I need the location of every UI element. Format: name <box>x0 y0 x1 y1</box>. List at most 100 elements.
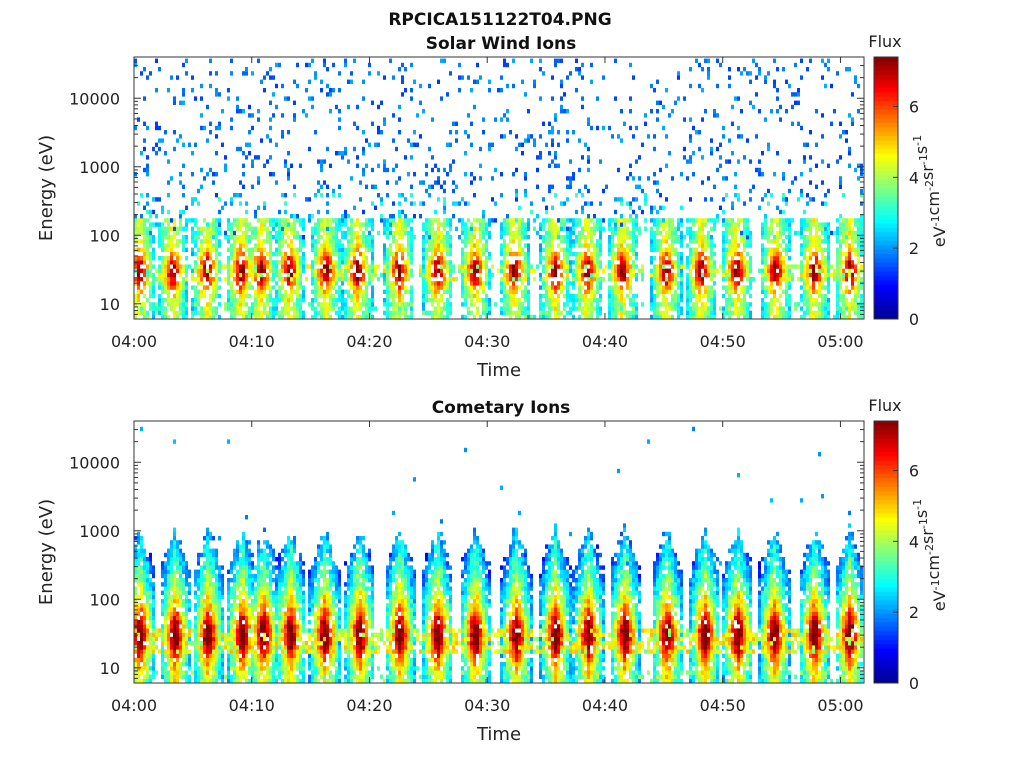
heatmap-cell <box>578 67 581 72</box>
heatmap-cell <box>344 272 347 278</box>
heatmap-cell <box>587 121 590 126</box>
heatmap-cell <box>365 289 368 294</box>
heatmap-cell <box>329 289 332 294</box>
heatmap-cell <box>584 264 587 269</box>
heatmap-cell <box>626 256 629 261</box>
heatmap-cell <box>404 302 407 307</box>
heatmap-cell <box>725 218 728 223</box>
heatmap-cell <box>848 289 851 294</box>
heatmap-cell <box>398 218 401 223</box>
heatmap-cell <box>560 272 563 278</box>
heatmap-cell <box>461 230 464 236</box>
heatmap-cell <box>851 264 854 269</box>
heatmap-cell <box>563 264 566 269</box>
heatmap-cell <box>794 100 797 105</box>
heatmap-cell <box>557 314 560 320</box>
heatmap-cell <box>659 285 662 290</box>
heatmap-cell <box>392 285 395 290</box>
heatmap-cell <box>275 142 278 147</box>
heatmap-cell <box>809 293 812 299</box>
heatmap-cell <box>425 272 428 278</box>
heatmap-cell <box>506 260 509 265</box>
heatmap-cell <box>782 193 785 198</box>
heatmap-cell <box>554 298 557 303</box>
heatmap-cell <box>665 289 668 294</box>
heatmap-cell <box>758 159 761 164</box>
heatmap-cell <box>152 272 155 278</box>
heatmap-cell <box>839 247 842 252</box>
heatmap-cell <box>209 58 212 63</box>
heatmap-cell <box>512 310 515 315</box>
heatmap-cell <box>257 180 260 185</box>
heatmap-cell <box>584 281 587 286</box>
heatmap-cell <box>155 88 158 93</box>
heatmap-cell <box>788 281 791 286</box>
heatmap-cell <box>296 264 299 269</box>
heatmap-cell <box>845 277 848 282</box>
heatmap-cell <box>362 289 365 294</box>
heatmap-cell <box>533 218 536 223</box>
heatmap-cell <box>191 239 194 244</box>
heatmap-cell <box>161 230 164 236</box>
heatmap-cell <box>830 83 833 89</box>
heatmap-cell <box>290 214 293 219</box>
heatmap-cell <box>596 243 599 248</box>
heatmap-cell <box>725 306 728 311</box>
heatmap-cell <box>254 272 257 278</box>
heatmap-cell <box>251 272 254 278</box>
heatmap-cell <box>281 251 284 257</box>
heatmap-cell <box>692 277 695 282</box>
heatmap-cell <box>356 293 359 299</box>
heatmap-cell <box>698 264 701 269</box>
heatmap-cell <box>338 243 341 248</box>
heatmap-cell <box>218 121 221 126</box>
heatmap-cell <box>539 243 542 248</box>
heatmap-cell <box>356 104 359 110</box>
heatmap-cell <box>575 293 578 299</box>
heatmap-cell <box>722 285 725 290</box>
heatmap-cell <box>701 306 704 311</box>
figure-title: RPCICA151122T04.PNG <box>388 10 611 30</box>
heatmap-cell <box>860 277 863 282</box>
heatmap-cell <box>707 235 710 240</box>
heatmap-cell <box>728 298 731 303</box>
heatmap-cell <box>191 251 194 257</box>
x-tick-label: 04:30 <box>464 332 510 351</box>
heatmap-cell <box>731 251 734 257</box>
heatmap-cell <box>587 285 590 290</box>
heatmap-cell <box>671 314 674 320</box>
heatmap-cell <box>854 247 857 252</box>
heatmap-cell <box>245 222 248 227</box>
heatmap-cell <box>653 310 656 315</box>
heatmap-cell <box>593 268 596 273</box>
heatmap-cell <box>668 151 671 156</box>
heatmap-cell <box>338 251 341 257</box>
heatmap-cell <box>773 218 776 223</box>
heatmap-cell <box>782 222 785 227</box>
heatmap-cell <box>215 235 218 240</box>
heatmap-cell <box>290 222 293 227</box>
heatmap-cell <box>632 298 635 303</box>
heatmap-cell <box>845 264 848 269</box>
heatmap-cell <box>803 155 806 160</box>
heatmap-cell <box>749 285 752 290</box>
heatmap-cell <box>848 163 851 168</box>
heatmap-cell <box>362 79 365 84</box>
heatmap-cell <box>395 230 398 236</box>
heatmap-cell <box>200 264 203 269</box>
heatmap-cell <box>263 247 266 252</box>
heatmap-cell <box>377 193 380 198</box>
heatmap-cell <box>527 306 530 311</box>
heatmap-cell <box>428 222 431 227</box>
heatmap-cell <box>818 293 821 299</box>
heatmap-cell <box>800 251 803 257</box>
heatmap-cell <box>704 109 707 114</box>
heatmap-cell <box>842 293 845 299</box>
heatmap-cell <box>500 285 503 290</box>
heatmap-cell <box>266 293 269 299</box>
heatmap-cell <box>503 113 506 118</box>
heatmap-cell <box>470 277 473 282</box>
heatmap-cell <box>326 146 329 152</box>
heatmap-cell <box>551 264 554 269</box>
heatmap-cell <box>353 243 356 248</box>
